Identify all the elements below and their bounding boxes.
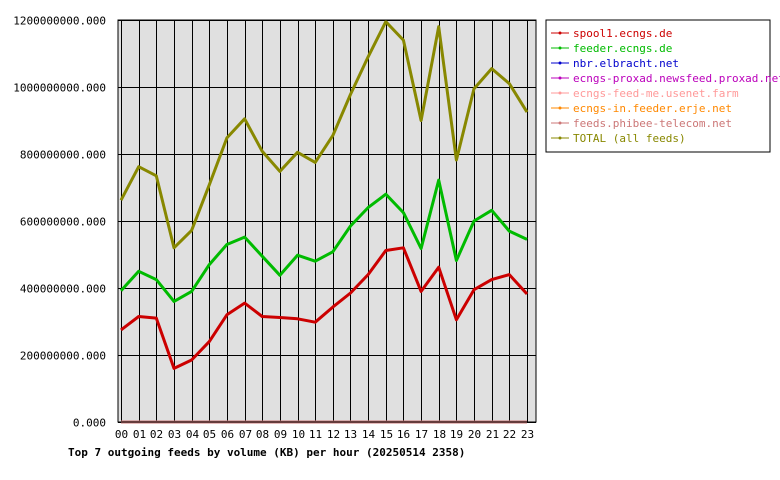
x-tick-label: 10 xyxy=(292,428,305,441)
x-tick-label: 02 xyxy=(150,428,163,441)
plot-border xyxy=(117,19,537,423)
legend-marker xyxy=(558,61,562,65)
x-tick-label: 06 xyxy=(221,428,234,441)
x-tick-label: 00 xyxy=(115,428,128,441)
legend-marker xyxy=(558,136,562,140)
y-tick-label: 600000000.000 xyxy=(20,216,106,229)
legend-label: ecngs-feed-me.usenet.farm xyxy=(573,87,739,100)
y-axis-ticks: 0.000 200000000.000 400000000.000 600000000… xyxy=(13,15,106,430)
legend-marker xyxy=(558,31,562,35)
legend-label: ecngs-in.feeder.erje.net xyxy=(573,102,732,115)
legend-marker xyxy=(558,46,562,50)
x-tick-label: 05 xyxy=(203,428,216,441)
grid-lines xyxy=(118,20,536,423)
legend-label: feeds.phibee-telecom.net xyxy=(573,117,732,130)
x-tick-label: 20 xyxy=(468,428,481,441)
legend-marker xyxy=(558,91,562,95)
x-tick-label: 03 xyxy=(168,428,181,441)
y-tick-label: 400000000.000 xyxy=(20,283,106,296)
chart-title: Top 7 outgoing feeds by volume (KB) per … xyxy=(68,446,465,459)
y-tick-label: 1000000000.000 xyxy=(13,82,106,95)
series-line-7 xyxy=(119,20,529,250)
legend-marker xyxy=(558,76,562,80)
x-tick-label: 12 xyxy=(327,428,340,441)
legend: spool1.ecngs.de feeder.ecngs.de nbr.elbrac… xyxy=(545,19,780,153)
legend-label: spool1.ecngs.de xyxy=(573,27,672,40)
y-tick-label: 800000000.000 xyxy=(20,149,106,162)
x-tick-label: 04 xyxy=(186,428,200,441)
series-line-1 xyxy=(119,178,528,303)
x-tick-label: 15 xyxy=(380,428,393,441)
x-tick-label: 14 xyxy=(362,428,376,441)
y-tick-label: 1200000000.000 xyxy=(13,15,106,28)
y-tick-label: 200000000.000 xyxy=(20,350,106,363)
legend-label: nbr.elbracht.net xyxy=(573,57,679,70)
series-line-0 xyxy=(120,246,529,370)
x-tick-label: 18 xyxy=(433,428,446,441)
legend-label: feeder.ecngs.de xyxy=(573,42,672,55)
x-tick-label: 19 xyxy=(450,428,463,441)
legend-box xyxy=(545,19,771,153)
legend-label: ecngs-proxad.newsfeed.proxad.net xyxy=(573,72,780,85)
x-tick-label: 13 xyxy=(344,428,357,441)
x-tick-label: 11 xyxy=(309,428,322,441)
x-tick-label: 17 xyxy=(415,428,428,441)
x-tick-label: 16 xyxy=(397,428,410,441)
y-tick-label: 0.000 xyxy=(73,417,106,430)
x-tick-label: 23 xyxy=(521,428,534,441)
legend-marker xyxy=(558,106,562,110)
x-tick-label: 21 xyxy=(486,428,499,441)
legend-label: TOTAL (all feeds) xyxy=(573,132,686,145)
x-tick-label: 01 xyxy=(133,428,146,441)
x-tick-label: 09 xyxy=(274,428,287,441)
x-tick-label: 08 xyxy=(256,428,269,441)
x-tick-label: 22 xyxy=(503,428,516,441)
legend-marker xyxy=(558,121,562,125)
x-axis-ticks: 00 01 02 03 04 05 06 07 08 09 10 11 12 13 14 15 16 17 18 19… xyxy=(115,428,534,441)
x-tick-label: 07 xyxy=(239,428,252,441)
